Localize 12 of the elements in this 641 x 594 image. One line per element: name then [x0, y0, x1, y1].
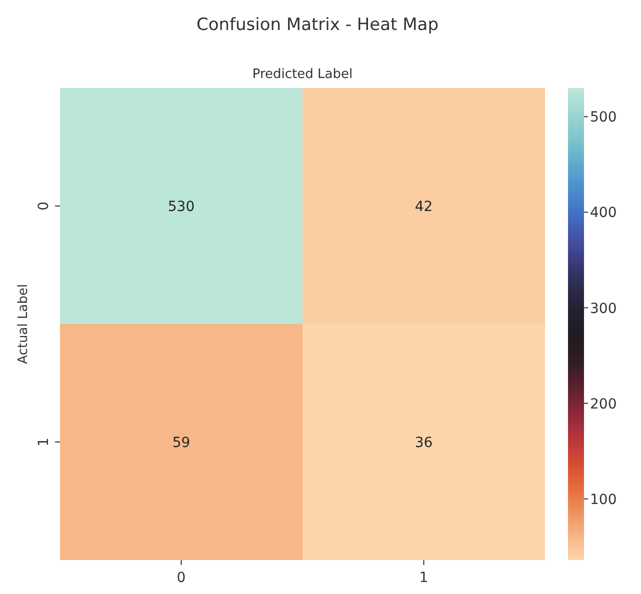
chart-title: Confusion Matrix - Heat Map [196, 15, 439, 35]
color-bar-label: 100 [590, 492, 617, 508]
color-bar-label: 500 [590, 110, 617, 126]
color-bar-label: 300 [590, 300, 617, 317]
data-label: 42 [414, 199, 433, 215]
data-label: 36 [414, 435, 433, 451]
x-axis-title: Predicted Label [252, 67, 353, 82]
color-bar-label: 400 [590, 205, 617, 222]
data-label: 59 [172, 435, 190, 451]
y-axis-title: Actual Label [16, 284, 31, 364]
data-label: 530 [168, 199, 195, 215]
color-bar-label: 200 [590, 396, 617, 412]
